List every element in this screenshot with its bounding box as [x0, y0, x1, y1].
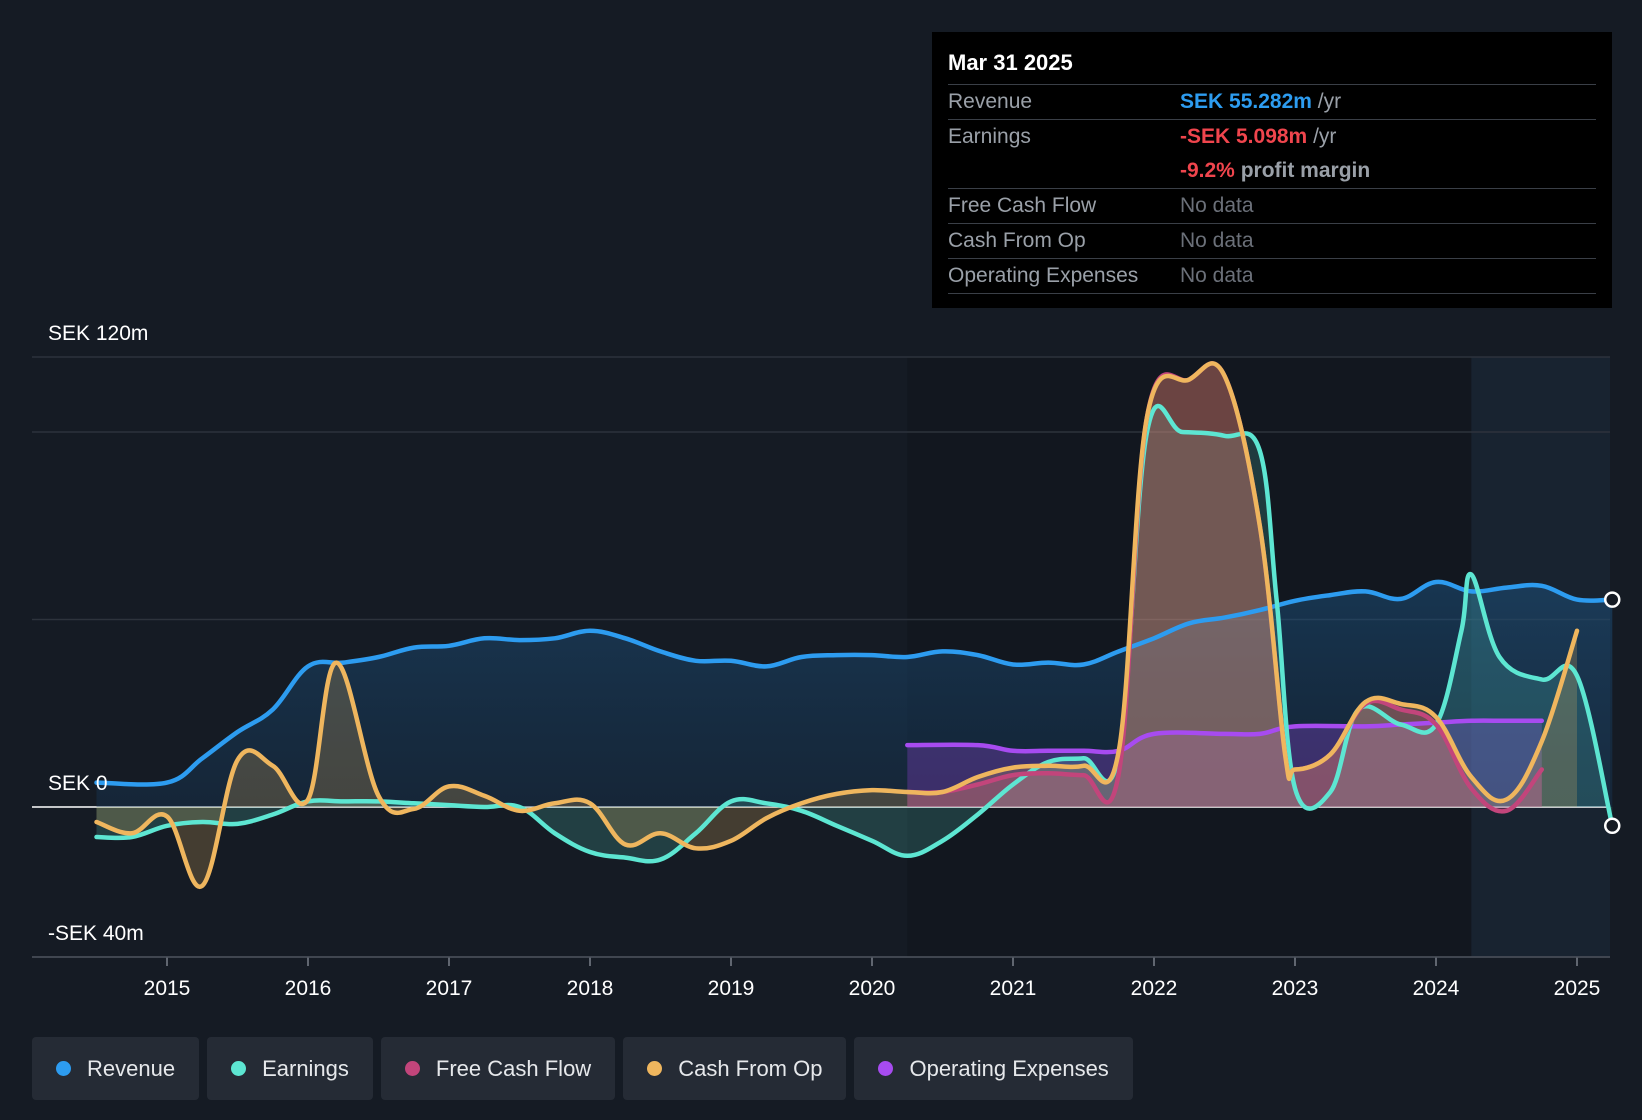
x-tick-label: 2018 [567, 977, 614, 1000]
legend-item-free-cash-flow[interactable]: Free Cash Flow [380, 1037, 616, 1100]
series-area-revenue [96, 581, 1613, 807]
x-tick-label: 2019 [708, 977, 755, 1000]
legend-label: Operating Expenses [909, 1055, 1109, 1081]
tooltip-value: SEK 55.282m [1180, 90, 1312, 113]
x-tick-label: 2024 [1413, 977, 1460, 1000]
legend-dot-icon [647, 1061, 663, 1076]
x-tick-label: 2022 [1131, 977, 1178, 1000]
legend: Revenue Earnings Free Cash Flow Cash Fro… [32, 1037, 1133, 1100]
x-tick-label: 2016 [285, 977, 332, 1000]
tooltip-row-cfo: Cash From Op No data [948, 223, 1596, 258]
series-area-operating-expenses [907, 720, 1542, 807]
y-label-top: SEK 120m [48, 322, 148, 345]
series-area-free-cash-flow [907, 363, 1542, 812]
tooltip-panel: Mar 31 2025 Revenue SEK 55.282m /yr Earn… [932, 32, 1612, 308]
tooltip-value: No data [1180, 264, 1254, 287]
tooltip-value: -SEK 5.098m [1180, 125, 1308, 148]
end-marker-revenue [1604, 591, 1621, 608]
tooltip-row-opex: Operating Expenses No data [948, 258, 1596, 294]
x-tick-label: 2017 [426, 977, 473, 1000]
x-tick-label: 2023 [1272, 977, 1319, 1000]
legend-item-revenue[interactable]: Revenue [32, 1037, 200, 1100]
series-line-cash-from-op [94, 361, 1580, 889]
series-line-operating-expenses [905, 718, 1545, 755]
legend-dot-icon [878, 1061, 894, 1076]
legend-dot-icon [231, 1061, 247, 1076]
tooltip-row-earnings: Earnings -SEK 5.098m /yr [948, 119, 1596, 154]
end-marker-earnings [1604, 817, 1621, 834]
tooltip-label: Free Cash Flow [948, 194, 1097, 217]
tooltip-label: Revenue [948, 90, 1033, 113]
tooltip-label: Earnings [948, 125, 1031, 148]
tooltip-date: Mar 31 2025 [948, 50, 1073, 75]
legend-label: Earnings [262, 1055, 349, 1081]
tooltip-row-fcf: Free Cash Flow No data [948, 188, 1596, 223]
tooltip-value: No data [1180, 229, 1254, 252]
tooltip-row-revenue: Revenue SEK 55.282m /yr [948, 84, 1596, 119]
legend-label: Cash From Op [678, 1055, 823, 1081]
x-tick-label: 2021 [990, 977, 1037, 1000]
legend-label: Revenue [87, 1055, 176, 1081]
legend-label: Free Cash Flow [435, 1055, 592, 1081]
tooltip-label: Operating Expenses [948, 264, 1139, 287]
y-label-bottom: -SEK 40m [48, 922, 144, 945]
tooltip-margin-value: -9.2% [1180, 159, 1235, 182]
tooltip-margin-text: profit margin [1234, 159, 1371, 182]
tooltip-unit: /yr [1311, 90, 1342, 113]
legend-dot-icon [56, 1061, 71, 1076]
series-line-revenue [94, 579, 1615, 787]
series-line-earnings [94, 403, 1615, 864]
legend-item-operating-expenses[interactable]: Operating Expenses [854, 1037, 1133, 1100]
series-area-cash-from-op [96, 363, 1577, 887]
series-area-earnings [96, 406, 1613, 862]
tooltip-value: No data [1180, 194, 1254, 217]
legend-item-cash-from-op[interactable]: Cash From Op [623, 1037, 847, 1100]
legend-dot-icon [404, 1061, 420, 1076]
x-tick-label: 2020 [849, 977, 896, 1000]
y-label-zero: SEK 0 [48, 772, 108, 795]
x-tick-label: 2025 [1554, 977, 1601, 1000]
x-tick-label: 2015 [144, 977, 191, 1000]
tooltip-row-margin: -9.2% profit margin [948, 154, 1596, 188]
tooltip-unit: /yr [1307, 125, 1337, 148]
tooltip-label: Cash From Op [948, 229, 1086, 252]
legend-item-earnings[interactable]: Earnings [207, 1037, 373, 1100]
